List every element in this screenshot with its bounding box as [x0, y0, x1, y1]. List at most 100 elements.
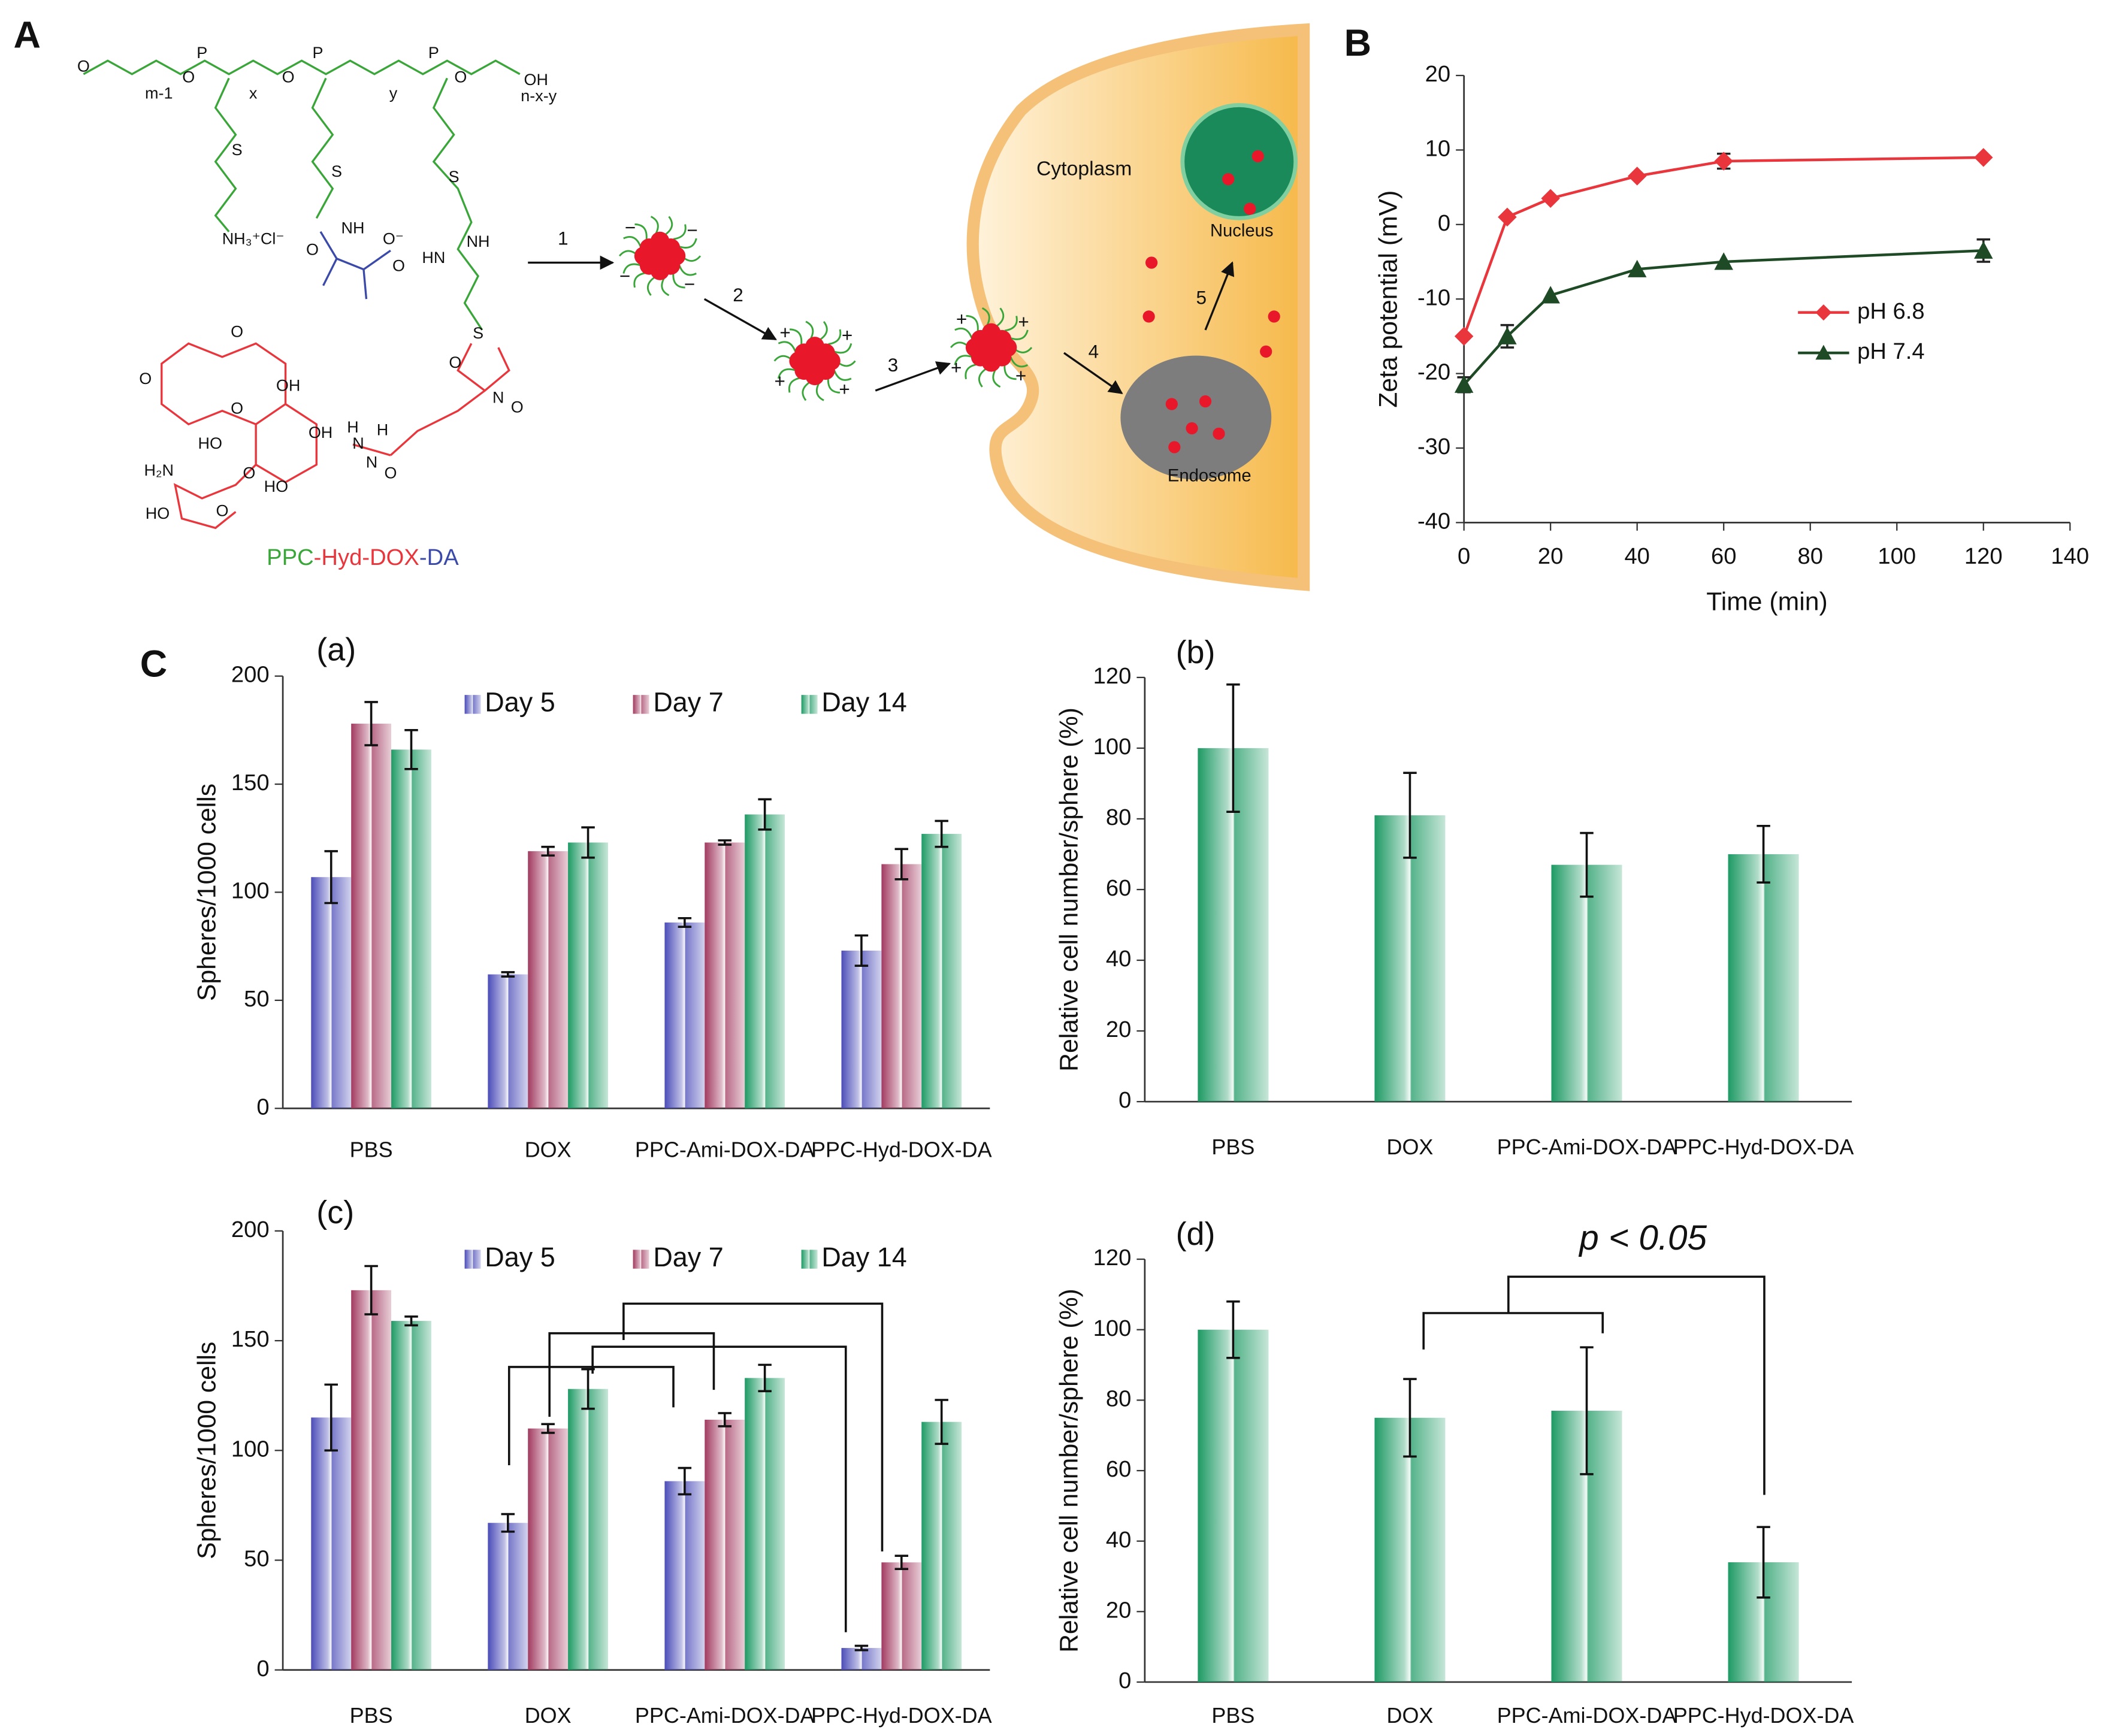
atom-label: HN — [422, 249, 445, 267]
error-bar — [501, 971, 515, 978]
legend-label: pH 7.4 — [1857, 338, 1925, 364]
y-tick-label: 120 — [1093, 1245, 1132, 1271]
step-label: 3 — [888, 355, 899, 376]
y-tick-label: 0 — [256, 1094, 269, 1120]
corona — [679, 238, 697, 249]
atom-label: P — [428, 44, 439, 62]
bar — [881, 864, 922, 1109]
name-part: PPC — [267, 545, 314, 570]
x-axis-title: Time (min) — [1706, 588, 1827, 616]
atom-label: O — [384, 464, 397, 482]
x-tick-label: PPC-Hyd-DOX-DA — [1673, 1703, 1854, 1728]
x-tick-label: PBS — [350, 1138, 393, 1162]
error-bar — [935, 819, 948, 848]
bar — [1551, 864, 1622, 1102]
y-tick-label: 20 — [1106, 1017, 1132, 1042]
bar — [921, 834, 962, 1109]
label: Nucleus — [1210, 222, 1274, 241]
error-bar — [935, 1399, 948, 1445]
error-bar — [541, 1423, 555, 1434]
y-tick-label: 200 — [231, 1217, 270, 1242]
error-bar — [541, 845, 555, 857]
atom-label: O — [77, 58, 90, 75]
atom-label: P — [197, 44, 207, 62]
error-bar — [758, 798, 772, 831]
corona — [633, 271, 647, 288]
y-tick-label: 0 — [256, 1656, 269, 1681]
x-tick-label: PPC-Ami-DOX-DA — [1497, 1135, 1677, 1159]
nucleus — [1180, 103, 1298, 220]
corona — [1010, 329, 1029, 340]
y-tick-label: 100 — [1093, 734, 1132, 760]
atom-label: N — [352, 434, 364, 452]
corona — [646, 276, 656, 296]
name-part: - — [314, 545, 322, 570]
y-tick-label: 50 — [244, 1546, 270, 1572]
sub-label: (d) — [1176, 1216, 1216, 1252]
error-bar — [1580, 1346, 1594, 1475]
bar — [1374, 1417, 1446, 1682]
legend-swatch — [464, 695, 481, 714]
y-tick-label: 100 — [231, 1436, 270, 1462]
atom-label: O — [139, 370, 152, 388]
drug — [1268, 310, 1280, 323]
atom-label: OH — [276, 376, 300, 394]
bracket — [591, 1345, 847, 1632]
charge: − — [619, 266, 630, 287]
y-tick-label: 0 — [1438, 210, 1450, 236]
atom-label: S — [473, 324, 483, 342]
x-tick-label: DOX — [1386, 1703, 1433, 1728]
legend-marker — [1815, 344, 1832, 360]
arrow — [1063, 352, 1123, 394]
arrow — [703, 298, 777, 341]
corona — [678, 265, 697, 276]
corona — [622, 263, 641, 274]
corona — [1003, 364, 1017, 380]
arrow — [875, 361, 951, 392]
atom-label: O⁻ — [383, 229, 404, 247]
structure — [83, 59, 521, 530]
charge: − — [625, 217, 636, 238]
point — [1627, 167, 1647, 186]
atom-label: P — [313, 44, 324, 62]
core — [666, 246, 686, 265]
bracket — [1422, 1275, 1766, 1495]
atom-label: OH — [524, 71, 548, 89]
atom-label: N — [366, 453, 377, 471]
atom-label: S — [331, 162, 342, 180]
corona — [834, 343, 853, 354]
legend-swatch — [633, 1250, 649, 1269]
atom-label: O — [243, 464, 255, 482]
corona — [965, 363, 978, 380]
bar — [1198, 1329, 1269, 1682]
legend-label: Day 5 — [485, 687, 555, 718]
charge: − — [687, 220, 697, 241]
charge: − — [684, 274, 695, 295]
point — [1627, 259, 1647, 277]
drug — [1222, 173, 1235, 186]
error-bar — [1403, 772, 1417, 859]
x-tick-label: PPC-Ami-DOX-DA — [1497, 1703, 1677, 1728]
atom-label: NH₃⁺Cl⁻ — [222, 229, 285, 247]
core — [821, 351, 841, 371]
point — [1714, 152, 1733, 171]
point — [1498, 207, 1517, 227]
atom-label: O — [231, 323, 243, 341]
error-bar — [758, 1363, 772, 1393]
y-axis-title: Relative cell number/sphere (%) — [1055, 1289, 1084, 1653]
atom-label: NH — [341, 219, 365, 237]
y-tick-label: 60 — [1106, 1456, 1132, 1482]
bar — [664, 1481, 705, 1670]
core — [965, 338, 985, 357]
error-bar — [581, 826, 595, 859]
atom-label: O — [282, 68, 295, 86]
error-bar — [1403, 1378, 1417, 1458]
point — [1714, 252, 1733, 270]
x-tick-label: DOX — [1386, 1135, 1433, 1159]
bracket — [548, 1332, 715, 1417]
bar — [488, 1523, 528, 1670]
y-tick-label: 150 — [231, 770, 270, 796]
error-bar — [894, 848, 909, 881]
atom-label: O — [392, 256, 405, 274]
